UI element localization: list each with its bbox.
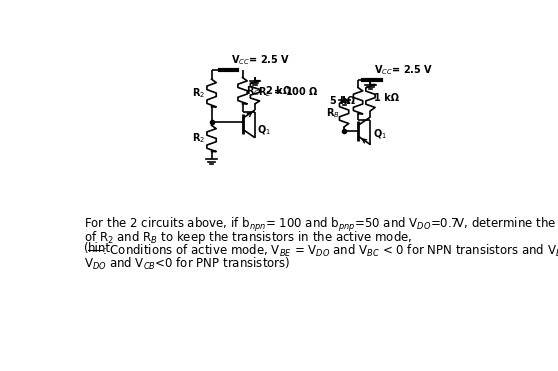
Text: Q$_1$: Q$_1$ [373,128,387,141]
Text: 5 kΩ: 5 kΩ [330,96,355,106]
Text: For the 2 circuits above, if b$_{npn}$= 100 and b$_{pnp}$=50 and V$_{DO}$=0.7V, : For the 2 circuits above, if b$_{npn}$= … [84,216,558,234]
Text: V$_{CC}$= 2.5 V: V$_{CC}$= 2.5 V [374,63,434,77]
Text: V$_{DO}$ and V$_{CB}$<0 for PNP transistors): V$_{DO}$ and V$_{CB}$<0 for PNP transist… [84,256,290,272]
Text: Q$_1$: Q$_1$ [257,123,271,137]
Text: : Conditions of active mode, V$_{BE}$ = V$_{DO}$ and V$_{BC}$ < 0 for NPN transi: : Conditions of active mode, V$_{BE}$ = … [102,242,558,259]
Text: 1 kΩ: 1 kΩ [373,93,398,103]
Text: V$_{CC}$= 2.5 V: V$_{CC}$= 2.5 V [231,53,290,67]
Text: R$_C$  2 kΩ: R$_C$ 2 kΩ [246,84,292,98]
Text: R$_2$: R$_2$ [192,86,205,100]
Text: R$_2$: R$_2$ [192,132,205,145]
Text: (: ( [84,242,88,255]
Text: R$_B$: R$_B$ [326,106,340,120]
Text: R$_E$ = 100 Ω: R$_E$ = 100 Ω [258,85,319,99]
Text: hint: hint [88,242,112,255]
Text: of R$_2$ and R$_B$ to keep the transistors in the active mode,: of R$_2$ and R$_B$ to keep the transisto… [84,229,412,246]
